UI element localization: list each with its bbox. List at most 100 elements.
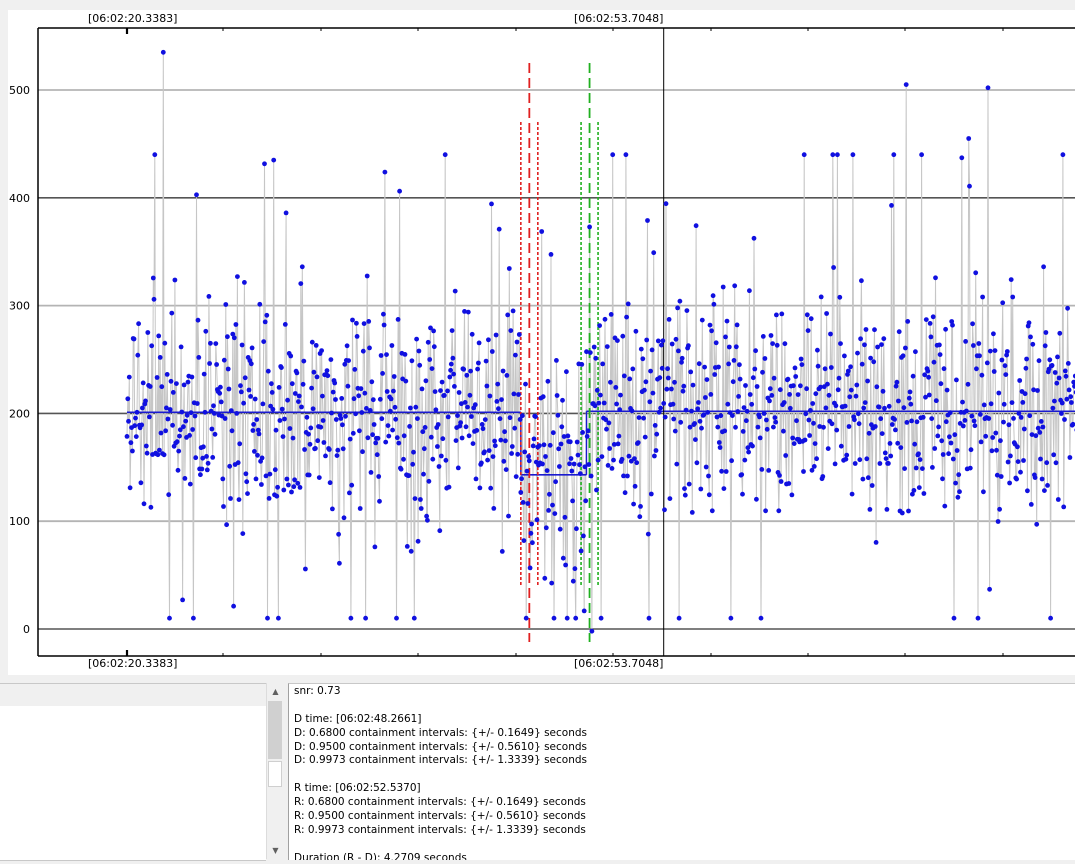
data-point (817, 424, 823, 429)
data-point (814, 456, 819, 462)
data-point (680, 388, 686, 394)
data-point (276, 385, 282, 390)
data-point (623, 152, 629, 158)
list-item[interactable] (0, 684, 266, 706)
data-point (208, 340, 213, 346)
data-point (492, 438, 497, 444)
data-point (145, 330, 151, 335)
data-point (155, 452, 161, 458)
data-point (858, 336, 863, 342)
data-point (630, 366, 636, 372)
data-point (950, 456, 956, 462)
data-point (591, 344, 597, 350)
data-point (359, 410, 365, 415)
data-point (506, 513, 511, 519)
data-point (517, 417, 523, 422)
data-point (195, 317, 201, 323)
data-point (414, 336, 419, 342)
data-point (1020, 400, 1026, 405)
data-point (404, 544, 410, 549)
scroll-up-icon[interactable]: ▲ (272, 687, 279, 696)
data-point (672, 428, 678, 434)
data-point (919, 152, 924, 158)
data-point (579, 362, 585, 367)
data-point (228, 408, 234, 413)
bottom-area: ▲ ▼ snr: 0.73 D time: [06:02:48.2661] D: 0… (0, 683, 1075, 864)
info-line: R time: [06:02:52.5370] (294, 782, 421, 795)
data-point (333, 417, 339, 422)
data-point (811, 420, 816, 426)
data-point (348, 615, 354, 621)
data-point (767, 398, 772, 404)
info-panel[interactable]: snr: 0.73 D time: [06:02:48.2661] D: 0.680… (288, 683, 1075, 860)
data-point (846, 424, 852, 429)
scatter-plot[interactable]: 0 100 200 300 400 500 [06:02:20.3383] [06:02:… (8, 10, 1075, 675)
data-point (435, 422, 441, 427)
data-point (245, 491, 250, 496)
data-point (529, 521, 534, 527)
data-point (176, 448, 182, 454)
data-point (844, 452, 850, 458)
data-point (273, 427, 279, 433)
data-point (739, 472, 745, 477)
data-point (193, 455, 199, 461)
data-point (684, 308, 690, 313)
info-text: snr: 0.73 D time: [06:02:48.2661] D: 0.680… (294, 685, 587, 860)
data-point (542, 575, 548, 581)
data-point (994, 447, 999, 453)
scroll-down-icon[interactable]: ▼ (272, 846, 279, 855)
data-point (1009, 400, 1015, 405)
data-point (403, 378, 409, 384)
data-point (564, 615, 570, 621)
data-point (926, 374, 931, 380)
data-point (1036, 358, 1042, 364)
data-point (1061, 504, 1067, 510)
data-point (393, 416, 399, 422)
data-point (695, 406, 701, 412)
data-point (527, 565, 533, 571)
scrollbar-thumb[interactable] (268, 761, 282, 787)
data-point (912, 441, 918, 447)
data-point (341, 515, 347, 521)
data-point (1063, 373, 1069, 379)
data-point (766, 468, 772, 473)
data-point (290, 435, 296, 441)
data-point (303, 566, 308, 572)
data-point (659, 365, 665, 371)
scrollbar-track[interactable] (268, 701, 282, 759)
data-point (368, 470, 374, 475)
data-point (1042, 488, 1047, 493)
data-point (794, 418, 799, 424)
data-point (977, 412, 983, 417)
data-point (295, 480, 301, 486)
data-point (798, 356, 804, 362)
data-point (667, 496, 673, 501)
data-point (967, 183, 972, 189)
data-point (154, 375, 160, 380)
data-point (374, 452, 380, 458)
data-point (328, 357, 334, 362)
data-point (1005, 459, 1011, 465)
data-point (805, 328, 811, 333)
data-point (408, 548, 414, 554)
data-point (387, 408, 393, 414)
data-point (712, 372, 718, 377)
list-scrollbar[interactable]: ▲ ▼ (266, 683, 284, 859)
data-point (428, 434, 434, 440)
plot-panel[interactable]: 0 100 200 300 400 500 [06:02:20.3383] [06:02:… (8, 10, 1075, 675)
data-point (980, 294, 985, 300)
data-point (880, 388, 886, 394)
event-list[interactable] (0, 683, 266, 861)
data-point (852, 417, 857, 423)
data-point (134, 409, 140, 415)
data-point (853, 393, 859, 399)
data-point (150, 275, 156, 281)
data-point (449, 328, 455, 333)
data-point (583, 498, 589, 504)
data-point (786, 481, 792, 486)
data-point (664, 386, 670, 392)
data-point (940, 476, 945, 482)
data-point (172, 277, 178, 283)
data-point (164, 405, 169, 411)
data-point (486, 337, 491, 343)
